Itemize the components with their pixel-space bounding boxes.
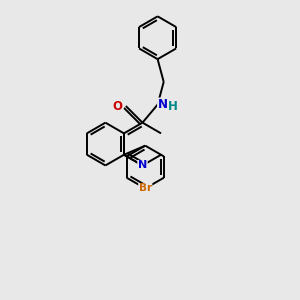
Text: N: N: [158, 98, 168, 111]
Text: O: O: [113, 100, 123, 112]
Text: N: N: [138, 160, 147, 170]
Text: H: H: [168, 100, 178, 112]
Text: Br: Br: [139, 184, 152, 194]
